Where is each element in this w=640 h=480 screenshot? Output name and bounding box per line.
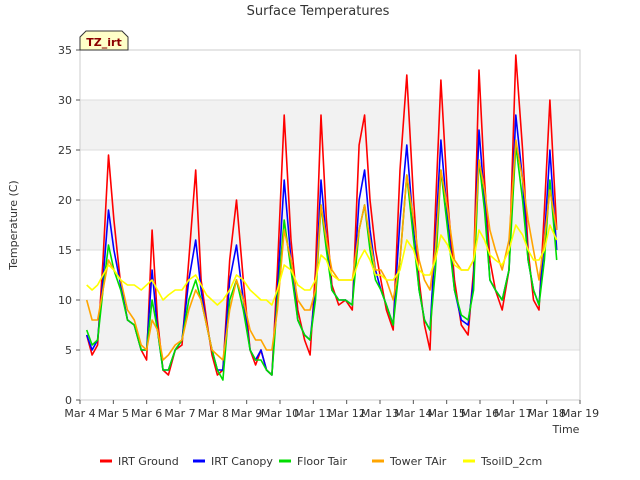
x-tick-label: Mar 13 xyxy=(361,407,399,420)
y-tick-label: 10 xyxy=(58,294,72,307)
tz-badge: TZ_irt xyxy=(79,30,129,51)
legend-label: Floor Tair xyxy=(297,455,348,468)
plot-frame xyxy=(79,49,581,401)
y-tick-label: 15 xyxy=(58,244,72,257)
y-axis-label: Temperature (C) xyxy=(7,180,20,270)
legend-label: IRT Canopy xyxy=(211,455,273,468)
plot-band xyxy=(80,50,580,100)
plot-band xyxy=(80,150,580,200)
x-tick-label: Mar 7 xyxy=(164,407,195,420)
y-tick-label: 5 xyxy=(65,344,72,357)
plot-band xyxy=(80,350,580,400)
x-tick-label: Mar 19 xyxy=(561,407,599,420)
x-tick-label: Mar 18 xyxy=(528,407,566,420)
plot-background-bands xyxy=(80,50,580,400)
plot-band xyxy=(80,300,580,350)
legend-label: Tower TAir xyxy=(389,455,447,468)
tz-badge-label: TZ_irt xyxy=(86,36,121,49)
chart-title: Surface Temperatures xyxy=(247,4,390,19)
x-axis-label: Time xyxy=(552,423,580,436)
x-tick-label: Mar 11 xyxy=(294,407,332,420)
y-tick-label: 35 xyxy=(58,44,72,57)
x-tick-label: Mar 12 xyxy=(328,407,366,420)
x-tick-label: Mar 8 xyxy=(198,407,229,420)
y-tick-label: 20 xyxy=(58,194,72,207)
y-axis-ticks: 0 5 10 15 20 25 30 35 xyxy=(58,44,80,407)
tz-badge-box xyxy=(79,30,129,51)
x-tick-label: Mar 6 xyxy=(131,407,162,420)
x-tick-label: Mar 5 xyxy=(98,407,129,420)
x-tick-label: Mar 16 xyxy=(461,407,499,420)
y-tick-label: 0 xyxy=(65,394,72,407)
x-tick-label: Mar 9 xyxy=(231,407,262,420)
x-tick-label: Mar 14 xyxy=(394,407,432,420)
x-tick-label: Mar 15 xyxy=(428,407,466,420)
plot-band xyxy=(80,200,580,250)
x-tick-label: Mar 17 xyxy=(494,407,532,420)
series-line-tower-tair xyxy=(85,139,558,361)
plot-band xyxy=(80,100,580,150)
legend-label: IRT Ground xyxy=(118,455,179,468)
series-line-tsoild-2cm xyxy=(86,224,558,306)
y-tick-label: 30 xyxy=(58,94,72,107)
series-lines xyxy=(85,54,558,381)
x-tick-label: Mar 10 xyxy=(261,407,299,420)
y-tick-label: 25 xyxy=(58,144,72,157)
legend-label: TsoilD_2cm xyxy=(480,455,542,468)
legend: IRT Ground IRT Canopy Floor Tair Tower TAir… xyxy=(100,455,542,468)
x-tick-label: Mar 4 xyxy=(64,407,95,420)
